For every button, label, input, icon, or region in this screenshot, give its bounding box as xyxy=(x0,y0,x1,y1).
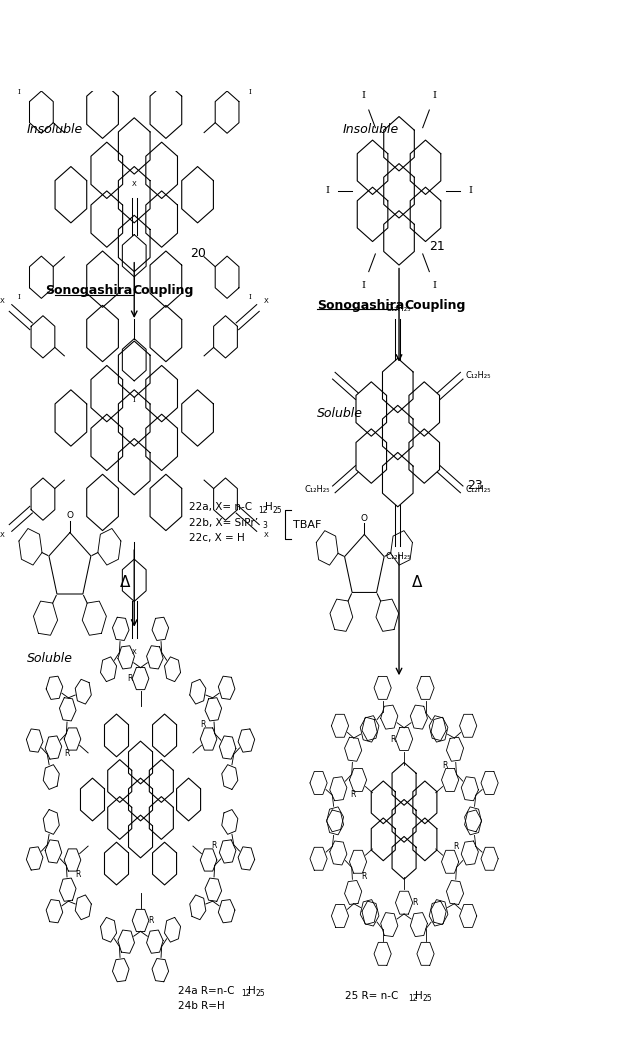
Text: C₁₂H₂₅: C₁₂H₂₅ xyxy=(465,485,491,494)
Text: I: I xyxy=(17,88,20,96)
Text: TBAF: TBAF xyxy=(293,520,321,529)
Text: R: R xyxy=(350,791,355,799)
Text: 21: 21 xyxy=(429,239,445,253)
Text: 20: 20 xyxy=(189,248,205,260)
Text: Insoluble: Insoluble xyxy=(27,123,83,136)
Text: I: I xyxy=(468,186,472,196)
Text: Insoluble: Insoluble xyxy=(342,123,399,136)
Text: H: H xyxy=(265,503,273,512)
Text: 24a R=n-C: 24a R=n-C xyxy=(179,985,235,996)
Text: 22a, X= n-C: 22a, X= n-C xyxy=(189,503,252,512)
Text: I: I xyxy=(433,91,436,100)
Text: C₁₂H₂₅: C₁₂H₂₅ xyxy=(385,304,410,314)
Text: I: I xyxy=(362,282,365,290)
Text: R: R xyxy=(127,674,132,684)
Text: X: X xyxy=(132,649,136,655)
Text: C₁₂H₂₅: C₁₂H₂₅ xyxy=(385,552,410,560)
Text: X: X xyxy=(132,181,136,187)
Text: R: R xyxy=(413,898,418,907)
Text: R: R xyxy=(390,735,396,743)
Text: C₁₂H₂₅: C₁₂H₂₅ xyxy=(465,371,491,381)
Text: 24b R=H: 24b R=H xyxy=(179,1001,225,1011)
Text: R: R xyxy=(361,872,366,881)
Text: R: R xyxy=(76,870,81,879)
Text: X: X xyxy=(264,298,268,304)
Text: X: X xyxy=(0,532,5,538)
Text: Δ: Δ xyxy=(412,574,422,590)
Text: O: O xyxy=(361,513,368,523)
Text: I: I xyxy=(133,395,136,404)
Text: 25 R= n-C: 25 R= n-C xyxy=(346,991,399,1000)
Text: X: X xyxy=(264,532,268,538)
Text: I: I xyxy=(248,88,251,96)
Text: 25: 25 xyxy=(273,506,282,514)
Text: I: I xyxy=(17,293,20,301)
Text: Sonogashira: Sonogashira xyxy=(45,284,132,298)
Text: 3: 3 xyxy=(262,521,267,530)
Text: R: R xyxy=(211,841,217,850)
Text: Soluble: Soluble xyxy=(317,407,363,420)
Text: Sonogashira: Sonogashira xyxy=(317,299,404,311)
Text: R: R xyxy=(65,749,70,758)
Text: C₁₂H₂₅: C₁₂H₂₅ xyxy=(305,485,330,494)
Text: 22b, X= SiPr’: 22b, X= SiPr’ xyxy=(189,518,258,528)
Text: I: I xyxy=(326,186,330,196)
Text: 23: 23 xyxy=(467,479,483,492)
Text: Δ: Δ xyxy=(120,574,130,590)
Text: 12: 12 xyxy=(258,506,268,514)
Text: 12: 12 xyxy=(241,990,250,998)
Text: R: R xyxy=(148,916,154,925)
Text: R: R xyxy=(453,842,458,851)
Text: Coupling: Coupling xyxy=(132,284,194,298)
Text: R: R xyxy=(442,760,447,770)
Text: R: R xyxy=(200,720,206,729)
Text: 25: 25 xyxy=(256,990,266,998)
Text: X: X xyxy=(0,298,5,304)
Text: O: O xyxy=(67,511,74,520)
Text: Soluble: Soluble xyxy=(27,653,73,665)
Text: 12: 12 xyxy=(408,994,417,1003)
Text: I: I xyxy=(433,282,436,290)
Text: 22c, X = H: 22c, X = H xyxy=(189,534,245,543)
Text: I: I xyxy=(362,91,365,100)
Text: H: H xyxy=(248,985,255,996)
Text: Coupling: Coupling xyxy=(404,299,465,311)
Text: 25: 25 xyxy=(423,994,433,1003)
Text: H: H xyxy=(415,991,422,1000)
Text: I: I xyxy=(248,293,251,301)
